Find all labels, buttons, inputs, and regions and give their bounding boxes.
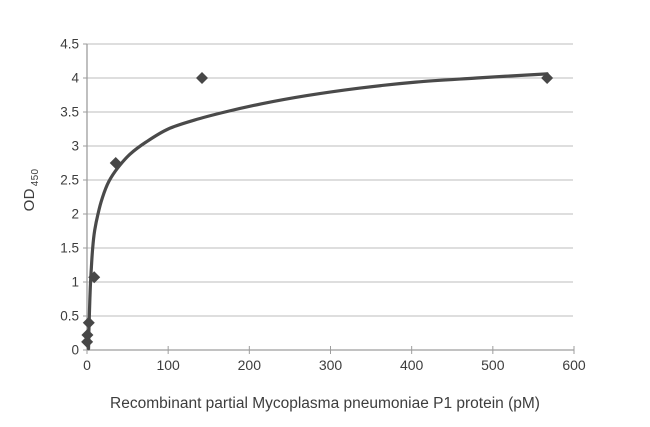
fitted-curve [86,72,549,351]
x-tick-label-300: 300 [319,357,343,373]
data-point-marker [109,157,122,169]
y-tick-label-3: 3 [71,139,79,154]
x-tick-label-200: 200 [238,357,262,373]
y-tick-label-4.5: 4.5 [60,37,79,52]
y-axis-title-main: OD [21,188,38,212]
y-tick-label-1: 1 [71,275,79,290]
data-point-marker [81,329,94,342]
y-tick-label-1.5: 1.5 [60,241,79,256]
x-tick-label-500: 500 [481,357,505,373]
x-tick-label-0: 0 [83,357,91,373]
y-tick-label-0.5: 0.5 [60,309,79,324]
y-tick-label-2: 2 [71,207,79,222]
y-axis-title-subscript: 450 [30,168,41,187]
data-point-marker [88,271,101,284]
y-tick-label-2.5: 2.5 [60,173,79,188]
y-tick-label-4: 4 [71,71,79,86]
x-tick-label-400: 400 [400,357,424,373]
y-axis-title: OD450 [21,169,41,212]
x-axis-title: Recombinant partial Mycoplasma pneumonia… [110,395,540,412]
x-tick-label-100: 100 [156,357,180,373]
data-point-marker [81,335,94,348]
y-tick-label-0: 0 [71,343,79,358]
data-point-marker [541,72,554,84]
data-point-marker [82,316,95,329]
y-tick-label-3.5: 3.5 [60,105,79,120]
x-tick-label-600: 600 [562,357,586,373]
data-point-marker [196,72,209,84]
